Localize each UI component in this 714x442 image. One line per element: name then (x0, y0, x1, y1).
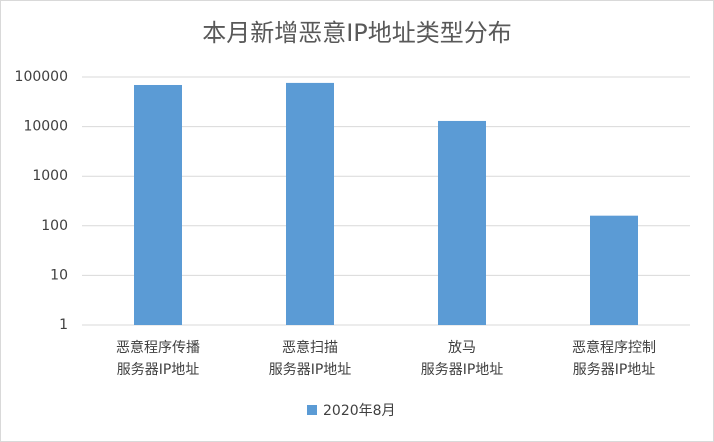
y-tick-label: 100000 (15, 69, 68, 85)
bar (286, 82, 334, 325)
bar (134, 84, 182, 325)
y-tick-label: 1 (59, 317, 68, 333)
x-tick-label: 服务器IP地址 (269, 362, 352, 378)
x-tick-label: 恶意程序控制 (572, 339, 656, 356)
x-tick-label: 恶意程序传播 (116, 339, 200, 356)
bar (438, 120, 486, 325)
legend-swatch (307, 405, 317, 415)
x-tick-label: 服务器IP地址 (117, 362, 200, 378)
x-tick-label: 恶意扫描 (282, 339, 338, 356)
y-tick-label: 10000 (23, 119, 68, 135)
x-tick-label: 服务器IP地址 (421, 362, 504, 378)
x-tick-label: 放马 (448, 340, 476, 356)
chart-title: 本月新增恶意IP地址类型分布 (202, 19, 512, 47)
y-tick-label: 1000 (32, 168, 68, 184)
y-tick-label: 10 (50, 267, 68, 283)
x-tick-label: 服务器IP地址 (573, 362, 656, 378)
legend-label: 2020年8月 (323, 403, 396, 419)
bar (590, 215, 638, 325)
y-tick-label: 100 (41, 218, 68, 234)
